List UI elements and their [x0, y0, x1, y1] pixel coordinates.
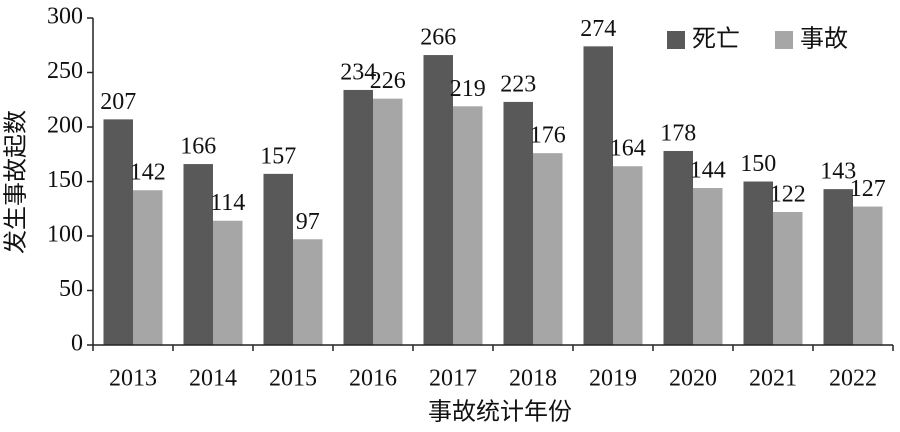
data-label: 144: [690, 158, 726, 184]
bar: [663, 150, 693, 345]
data-label: 223: [500, 71, 536, 97]
data-label: 226: [370, 68, 406, 94]
data-label: 127: [850, 176, 886, 202]
bar: [133, 190, 163, 345]
bar: [423, 55, 453, 346]
x-tick-label: 2016: [349, 366, 397, 392]
y-axis-label: 发生事故起数: [3, 110, 30, 254]
data-label: 219: [450, 76, 486, 102]
x-tick-label: 2013: [109, 366, 157, 392]
bar: [263, 173, 293, 345]
data-label: 164: [610, 136, 646, 162]
bar: [343, 89, 373, 345]
bar: [293, 239, 323, 345]
y-tick-label: 200: [47, 113, 83, 139]
y-tick-label: 300: [47, 4, 83, 30]
legend-swatch: [775, 31, 793, 49]
bar: [853, 206, 883, 345]
x-tick-label: 2017: [429, 366, 477, 392]
data-label: 143: [820, 159, 856, 185]
data-label: 207: [100, 89, 136, 115]
x-tick-label: 2020: [669, 366, 717, 392]
data-label: 97: [296, 209, 320, 235]
x-tick-label: 2019: [589, 366, 637, 392]
data-label: 274: [580, 16, 616, 42]
legend-label: 事故: [800, 26, 848, 53]
x-tick-label: 2014: [189, 366, 237, 392]
bar: [373, 98, 403, 345]
data-label: 166: [180, 134, 216, 160]
bar: [183, 164, 213, 345]
x-tick-label: 2015: [269, 366, 317, 392]
data-label: 150: [740, 151, 776, 177]
bar: [503, 101, 533, 346]
data-label: 266: [420, 25, 456, 51]
legend-swatch: [667, 31, 685, 49]
x-tick-label: 2021: [749, 366, 797, 392]
data-label: 157: [260, 143, 296, 169]
y-tick-label: 100: [47, 222, 83, 248]
data-label: 122: [770, 182, 806, 208]
bar: [823, 189, 853, 345]
x-tick-label: 2022: [829, 366, 877, 392]
y-tick-label: 150: [47, 167, 83, 193]
data-label: 114: [210, 190, 245, 216]
legend-label: 死亡: [692, 26, 740, 53]
data-label: 176: [530, 123, 566, 149]
bar: [583, 46, 613, 346]
data-label: 178: [660, 120, 696, 146]
y-tick-label: 250: [47, 58, 83, 84]
bar: [743, 181, 773, 345]
bar: [213, 220, 243, 345]
bar: [533, 153, 563, 345]
bar: [613, 166, 643, 345]
bar: [103, 119, 133, 346]
bar: [693, 188, 723, 345]
y-tick-label: 0: [71, 331, 83, 357]
bar: [773, 212, 803, 345]
data-label: 234: [340, 59, 376, 85]
y-tick-label: 50: [59, 276, 83, 302]
bar: [453, 106, 483, 345]
x-axis-label: 事故统计年份: [428, 399, 572, 426]
data-label: 142: [130, 160, 166, 186]
x-tick-label: 2018: [509, 366, 557, 392]
